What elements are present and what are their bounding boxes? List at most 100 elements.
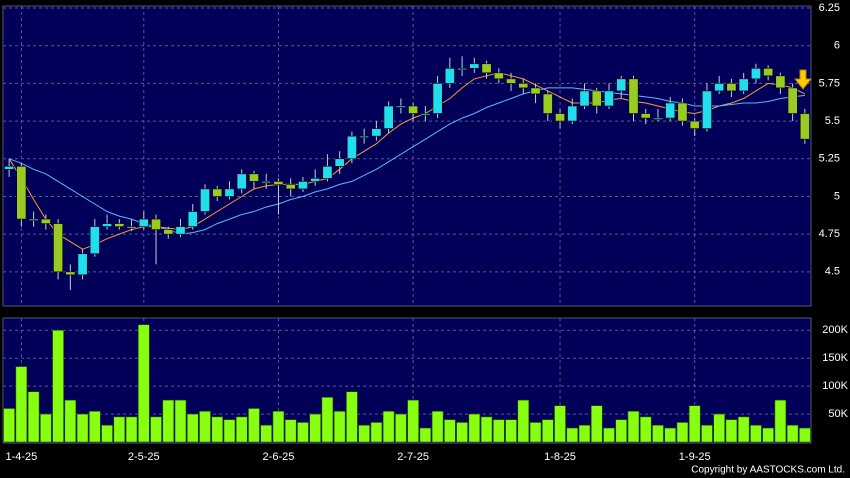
volume-bar bbox=[480, 416, 493, 443]
candle-body bbox=[444, 68, 455, 84]
x-tick-label: 1-8-25 bbox=[544, 451, 576, 463]
signal-arrow bbox=[793, 69, 813, 90]
volume-bar bbox=[444, 419, 456, 443]
candle-body bbox=[604, 90, 614, 107]
candle-body bbox=[371, 128, 382, 137]
candle-body bbox=[151, 218, 161, 230]
y-tick-label: 6.25 bbox=[819, 2, 840, 14]
candle-body bbox=[102, 223, 113, 227]
volume-bar bbox=[737, 416, 750, 443]
candle-body bbox=[322, 165, 333, 179]
volume-bar bbox=[762, 427, 774, 443]
volume-bar bbox=[603, 427, 615, 443]
candle-body bbox=[555, 113, 565, 122]
candle-body bbox=[138, 218, 149, 227]
candle-body bbox=[65, 271, 76, 276]
candle-body bbox=[175, 226, 186, 235]
volume-bar bbox=[590, 405, 603, 443]
y-tick-label: 4.5 bbox=[825, 266, 840, 278]
volume-bar bbox=[248, 408, 260, 443]
volume-bar bbox=[517, 399, 530, 443]
y-tick-label: 5.25 bbox=[819, 153, 840, 165]
volume-bar bbox=[101, 424, 113, 443]
volume-bar bbox=[162, 399, 175, 443]
volume-bar bbox=[186, 413, 199, 443]
candle-body bbox=[261, 181, 272, 184]
volume-bar bbox=[468, 413, 481, 443]
candle-body bbox=[163, 229, 174, 235]
volume-bar bbox=[566, 427, 579, 443]
x-tick-label: 2-5-25 bbox=[128, 451, 160, 463]
candle-body bbox=[359, 135, 370, 138]
x-tick-label: 2-7-25 bbox=[397, 451, 429, 463]
volume-bar bbox=[113, 416, 126, 443]
plot-layer: 4.5 4.75 5 5.25 5.5 5.75 6 6.25 50K 100K 150K 200K 1… bbox=[3, 2, 849, 463]
volume-bar bbox=[3, 408, 15, 443]
y-tick-label: 5.75 bbox=[819, 77, 840, 89]
candle-body bbox=[738, 78, 749, 92]
candle-body bbox=[420, 113, 431, 116]
volume-bar bbox=[284, 419, 297, 443]
candle-body bbox=[16, 165, 27, 220]
volume-bar bbox=[676, 422, 689, 443]
candle-body bbox=[469, 63, 480, 69]
candle-body bbox=[653, 117, 663, 120]
candle-body bbox=[53, 223, 64, 273]
volume-bar bbox=[713, 413, 725, 443]
volume-bar bbox=[309, 413, 321, 443]
candle-body bbox=[518, 83, 529, 89]
candle-body bbox=[310, 178, 321, 182]
y-tick-label: 4.75 bbox=[819, 228, 840, 240]
candle-body bbox=[677, 102, 688, 122]
volume-bar bbox=[64, 399, 77, 443]
y-tick-label: 50K bbox=[828, 408, 848, 420]
volume-bar bbox=[346, 391, 358, 443]
candle-body bbox=[212, 188, 223, 197]
volume-bar bbox=[529, 422, 542, 443]
volume-bar bbox=[211, 416, 224, 443]
candle-body bbox=[77, 253, 88, 276]
credit: Copyright by AASTOCKS.com Ltd. bbox=[691, 465, 845, 476]
candle-body bbox=[493, 72, 504, 80]
candle-body bbox=[799, 113, 810, 140]
volume-bar bbox=[382, 410, 395, 443]
candle-body bbox=[334, 158, 345, 167]
candle-body bbox=[187, 211, 198, 227]
volume-bar bbox=[505, 419, 517, 443]
candle-body bbox=[567, 105, 578, 122]
volume-bar bbox=[664, 427, 677, 443]
candle-body bbox=[126, 226, 137, 229]
volume-bar bbox=[27, 391, 40, 443]
volume-bar bbox=[272, 410, 285, 443]
candle-body bbox=[579, 90, 590, 107]
candle-body bbox=[249, 173, 259, 182]
x-tick-label: 2-6-25 bbox=[263, 451, 295, 463]
y-tick-label: 5 bbox=[834, 190, 840, 202]
candle-body bbox=[89, 226, 100, 255]
candle-body bbox=[395, 105, 406, 108]
volume-bar bbox=[541, 419, 554, 443]
candle-body bbox=[640, 113, 651, 119]
candle-body bbox=[750, 68, 761, 80]
volume-bar bbox=[395, 413, 407, 443]
volume-bar bbox=[40, 413, 52, 443]
volume-bar bbox=[15, 366, 28, 443]
candle-body bbox=[701, 90, 712, 129]
candle-body bbox=[200, 188, 210, 212]
candle-body bbox=[714, 83, 725, 92]
volume-bar bbox=[333, 410, 346, 443]
candle-body bbox=[4, 165, 15, 170]
volume-bar bbox=[199, 410, 211, 443]
volume-bar bbox=[89, 410, 101, 443]
candle-body bbox=[408, 105, 419, 114]
candle-body bbox=[481, 63, 492, 74]
volume-bar bbox=[615, 419, 628, 443]
volume-bar bbox=[297, 422, 309, 443]
y-tick-label: 100K bbox=[822, 380, 848, 392]
volume-bar bbox=[639, 416, 652, 443]
volume-bar bbox=[52, 329, 64, 443]
candle-body bbox=[28, 218, 39, 221]
candle-body bbox=[506, 78, 517, 84]
volume-bar bbox=[235, 416, 248, 443]
